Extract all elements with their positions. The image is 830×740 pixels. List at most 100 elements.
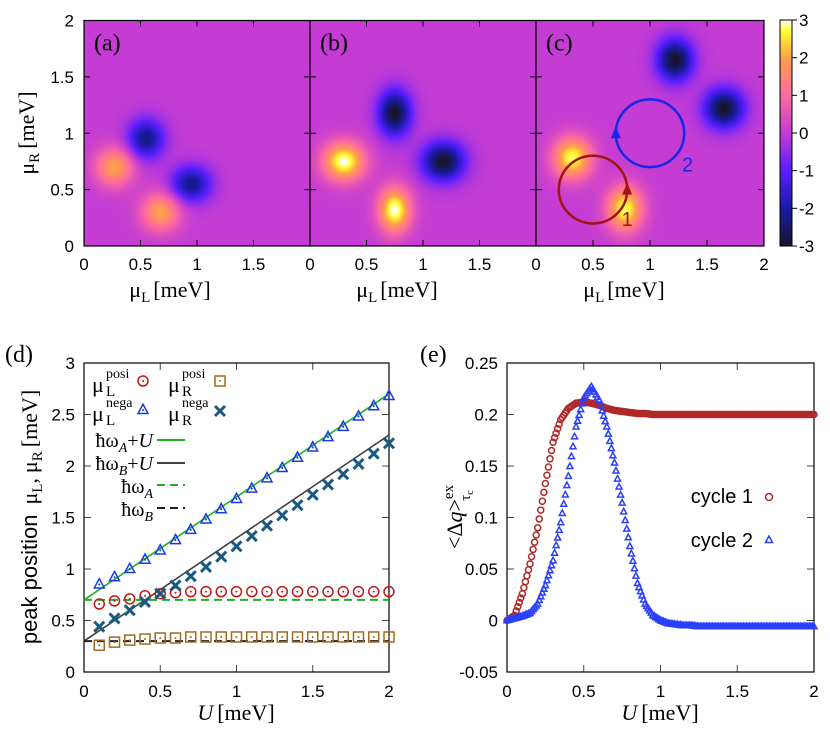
data-point <box>276 585 288 598</box>
x-marker <box>215 550 228 563</box>
triangle-marker <box>613 473 622 482</box>
ylabel-subsubscript: c <box>464 490 476 495</box>
data-point <box>261 585 273 598</box>
legend-symbol: μ <box>92 372 104 397</box>
y-tick-label: 2.5 <box>51 406 75 425</box>
triangle-marker <box>136 402 150 415</box>
square-marker <box>307 631 319 643</box>
data-point <box>169 632 182 644</box>
interpolated-point <box>524 566 533 574</box>
triangle-marker <box>184 522 198 535</box>
data-point <box>526 560 534 568</box>
interpolated-point <box>607 443 616 452</box>
x-tick-label: 1 <box>232 682 241 701</box>
marker-dot <box>250 487 253 490</box>
marker-dot <box>144 558 146 561</box>
circle-marker <box>810 410 818 419</box>
y-tick-label: 0.5 <box>51 612 75 631</box>
triangle-marker <box>622 524 631 532</box>
circle-marker <box>521 578 530 586</box>
interpolated-point <box>535 515 543 523</box>
circle-marker <box>169 586 182 599</box>
data-point <box>199 512 213 524</box>
x-tick-label: 2 <box>759 255 768 274</box>
triangle-marker <box>564 471 573 480</box>
interpolated-point <box>559 499 569 507</box>
legend-variable: U <box>139 430 155 452</box>
triangle-marker <box>617 498 627 506</box>
triangle-marker <box>230 491 243 504</box>
data-point <box>108 612 121 625</box>
interpolated-point <box>608 450 618 459</box>
y-tick-label: 0.05 <box>465 560 498 579</box>
interpolated-point <box>515 598 524 607</box>
xlabel-variable: U <box>621 700 639 725</box>
circle-marker <box>261 585 273 598</box>
circle-marker <box>555 420 563 428</box>
triangle-marker <box>275 460 289 473</box>
panel-label-a: (a) <box>94 31 121 57</box>
triangle-marker <box>382 388 396 401</box>
x-marker <box>184 570 197 583</box>
circle-marker <box>93 598 105 610</box>
y-tick-label: 2 <box>66 457 75 476</box>
x-marker <box>367 447 380 460</box>
data-point <box>153 543 167 555</box>
x-marker <box>230 540 243 553</box>
circle-marker <box>124 593 136 605</box>
interpolated-point <box>536 591 546 600</box>
arrow-up-icon <box>622 182 633 195</box>
data-point <box>200 631 212 643</box>
circle-marker <box>541 479 550 488</box>
interpolated-point <box>530 538 539 546</box>
interpolated-point <box>628 556 638 565</box>
ylabel-variable: q <box>442 512 467 523</box>
marker-dot <box>189 590 192 593</box>
interpolated-point <box>567 451 576 460</box>
interpolated-point <box>513 602 522 611</box>
interpolated-point <box>520 583 528 592</box>
y-tick-label: 0.25 <box>465 354 498 373</box>
colorbar-tick-label: -1 <box>799 162 814 181</box>
square-marker <box>93 639 105 651</box>
triangle-marker <box>558 508 567 517</box>
xlabel-unit: [meV] <box>153 277 210 302</box>
triangle-marker <box>651 612 661 621</box>
xlabel-symbol: μ <box>583 277 595 302</box>
circle-marker <box>552 429 560 437</box>
ylabel-symbol-2: μ <box>17 461 42 473</box>
marker-dot <box>205 518 207 521</box>
triangle-marker <box>600 416 610 425</box>
legend-symbol: ħω <box>121 499 144 521</box>
marker-dot <box>113 599 116 602</box>
heatmap-image <box>536 20 764 246</box>
marker-dot <box>266 635 268 638</box>
triangle-marker <box>291 450 304 463</box>
interpolated-point <box>616 490 625 498</box>
data-point <box>541 479 550 488</box>
data-point <box>245 481 259 493</box>
data-point <box>154 587 167 600</box>
x-marker <box>213 404 227 418</box>
triangle-marker <box>352 409 365 421</box>
data-point <box>139 633 151 645</box>
triangle-marker <box>573 416 582 424</box>
legend-symbol: μ <box>168 372 180 397</box>
triangle-marker <box>608 450 618 459</box>
marker-dot <box>327 436 329 439</box>
marker-dot <box>311 635 314 638</box>
interpolated-point <box>542 575 552 584</box>
data-point <box>169 586 182 599</box>
circle-marker <box>530 538 539 546</box>
triangle-marker <box>597 405 607 414</box>
marker-dot <box>205 635 207 638</box>
series-circle <box>93 585 395 610</box>
colorbar-tick-label: -3 <box>799 237 814 256</box>
circle-marker <box>524 566 533 574</box>
data-point <box>93 639 105 651</box>
interpolated-point <box>538 497 547 505</box>
marker-dot <box>250 590 253 593</box>
ylabel-separator: , <box>17 478 42 484</box>
